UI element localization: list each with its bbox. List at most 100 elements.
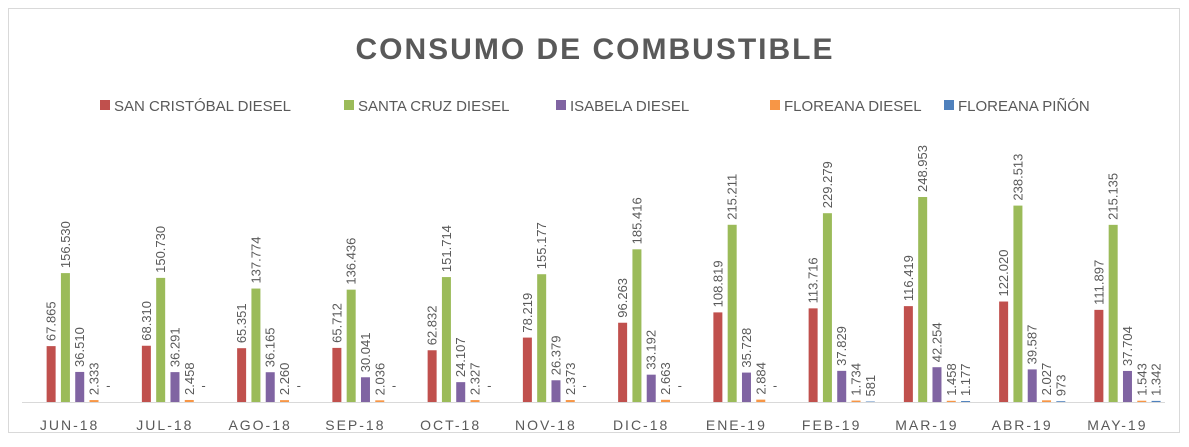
value-label: 2.663: [658, 362, 673, 395]
bar: [442, 277, 451, 402]
value-label: 36.165: [263, 327, 278, 367]
value-label: 2.036: [372, 363, 387, 396]
legend-swatch: [100, 100, 110, 110]
x-tick-label: ENE-19: [706, 417, 767, 433]
value-label: 2.458: [182, 362, 197, 395]
bar: [237, 348, 246, 402]
value-label: 33.192: [644, 330, 659, 370]
bar: [1028, 369, 1037, 402]
bar: [932, 367, 941, 402]
bar: [280, 400, 289, 402]
value-label: 2.884: [753, 362, 768, 395]
bar: [90, 400, 99, 402]
bar: [713, 312, 722, 402]
bar: [742, 373, 751, 402]
bar: [456, 382, 465, 402]
value-label: -: [106, 378, 110, 393]
bar: [566, 400, 575, 402]
bar: [332, 348, 341, 402]
chart-title: CONSUMO DE COMBUSTIBLE: [356, 33, 835, 66]
bar: [1109, 225, 1118, 402]
legend-swatch: [556, 100, 566, 110]
bar: [428, 350, 437, 402]
value-label: -: [773, 378, 777, 393]
bar: [1123, 371, 1132, 402]
value-label: 215.135: [1106, 173, 1121, 220]
value-label: 2.260: [277, 363, 292, 396]
x-tick-label: SEP-18: [325, 417, 385, 433]
bar: [266, 372, 275, 402]
legend-swatch: [344, 100, 354, 110]
legend-swatch: [944, 100, 954, 110]
value-label: 215.211: [725, 174, 740, 220]
value-label: 238.513: [1010, 154, 1025, 201]
x-tick-label: MAR-19: [895, 417, 958, 433]
bar: [361, 377, 370, 402]
bar: [809, 308, 818, 402]
bar: [75, 372, 84, 402]
bar: [537, 274, 546, 402]
value-label: -: [201, 378, 205, 393]
value-label: 1.458: [944, 363, 959, 396]
value-label: 108.819: [710, 260, 725, 307]
bar: [904, 306, 913, 402]
value-label: 42.254: [929, 322, 944, 362]
value-label: 36.291: [167, 327, 182, 367]
bar: [251, 289, 260, 402]
bar: [756, 400, 765, 402]
value-label: 2.327: [468, 363, 483, 396]
bar: [523, 338, 532, 402]
x-tick-label: JUL-18: [136, 417, 193, 433]
bar: [632, 249, 641, 402]
value-label: 1.734: [849, 363, 864, 396]
bar: [728, 225, 737, 402]
value-label: 113.716: [806, 257, 821, 303]
bar: [1013, 206, 1022, 402]
value-label: 151.714: [439, 225, 454, 272]
value-label: 155.177: [534, 222, 549, 269]
bar: [471, 400, 480, 402]
bar: [947, 401, 956, 402]
bar: [999, 302, 1008, 402]
value-label: 24.107: [453, 337, 468, 377]
value-label: 137.774: [248, 237, 263, 284]
value-label: 1.177: [958, 363, 973, 396]
x-tick-label: JUN-18: [40, 417, 99, 433]
value-label: 65.712: [329, 303, 344, 343]
value-label: 2.373: [563, 362, 578, 395]
value-label: -: [297, 378, 301, 393]
bar: [1137, 401, 1146, 402]
bar: [823, 213, 832, 402]
value-label: 67.865: [44, 301, 59, 341]
x-tick-label: FEB-19: [802, 417, 861, 433]
value-label: 116.419: [901, 255, 916, 301]
legend-label: FLOREANA DIESEL: [784, 98, 922, 115]
bar: [170, 372, 179, 402]
bar: [618, 323, 627, 402]
bar: [1094, 310, 1103, 402]
value-label: 248.953: [915, 145, 930, 192]
value-label: -: [678, 378, 682, 393]
bar: [347, 290, 356, 402]
value-label: -: [582, 378, 586, 393]
legend-label: ISABELA DIESEL: [570, 98, 689, 115]
value-label: 96.263: [615, 278, 630, 318]
value-label: 37.704: [1120, 326, 1135, 366]
value-label: 36.510: [72, 327, 87, 367]
x-tick-label: MAY-19: [1087, 417, 1147, 433]
x-tick-label: ABR-19: [992, 417, 1053, 433]
value-label: 1.543: [1134, 363, 1149, 396]
x-tick-label: DIC-18: [613, 417, 669, 433]
value-label: 62.832: [425, 305, 440, 345]
value-label: 78.219: [520, 293, 535, 333]
value-label: 581: [863, 375, 878, 397]
bar: [61, 273, 70, 402]
value-label: 37.829: [834, 326, 849, 366]
bar: [837, 371, 846, 402]
value-label: 39.587: [1025, 325, 1040, 365]
bar: [661, 400, 670, 402]
bar: [142, 346, 151, 402]
bar: [375, 400, 384, 402]
